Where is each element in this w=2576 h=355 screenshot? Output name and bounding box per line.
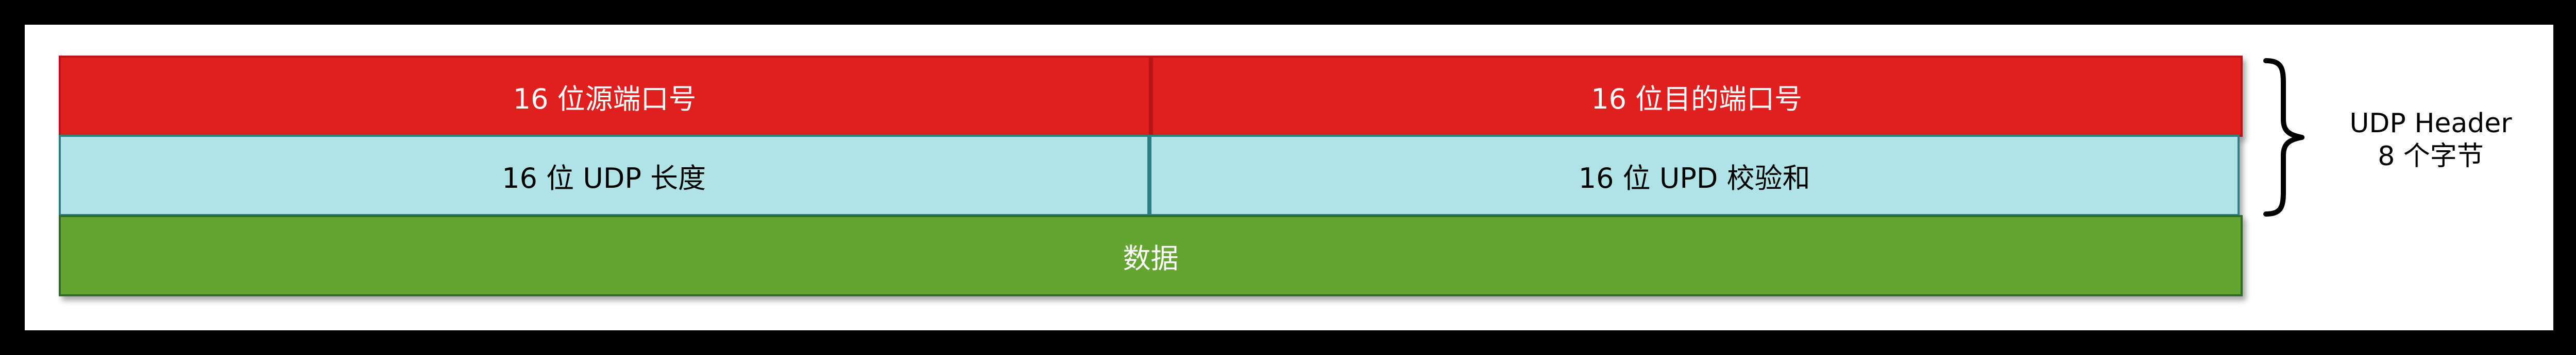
udp-length-field: 16 位 UDP 长度 [59,135,1149,216]
header-row-ports: 16 位源端口号 16 位目的端口号 [59,56,2243,137]
curly-brace-icon [2263,58,2304,217]
source-port-field: 16 位源端口号 [59,56,1151,137]
data-label: 数据 [1123,242,1179,275]
destination-port-field: 16 位目的端口号 [1150,56,2243,137]
header-row-length-checksum: 16 位 UDP 长度 16 位 UPD 校验和 [59,135,2240,216]
source-port-label: 16 位源端口号 [513,82,697,115]
checksum-field: 16 位 UPD 校验和 [1149,135,2240,216]
udp-header-annotation: UDP Header 8 个字节 [2323,107,2539,173]
data-row: 数据 [59,215,2243,296]
checksum-label: 16 位 UPD 校验和 [1578,162,1810,194]
data-field: 数据 [59,215,2243,296]
udp-length-label: 16 位 UDP 长度 [502,162,706,194]
udp-header-size: 8 个字节 [2378,141,2484,172]
destination-port-label: 16 位目的端口号 [1591,82,1803,115]
diagram-canvas: 16 位源端口号 16 位目的端口号 16 位 UDP 长度 16 位 UPD … [25,25,2553,330]
udp-header-title: UDP Header [2349,108,2512,139]
